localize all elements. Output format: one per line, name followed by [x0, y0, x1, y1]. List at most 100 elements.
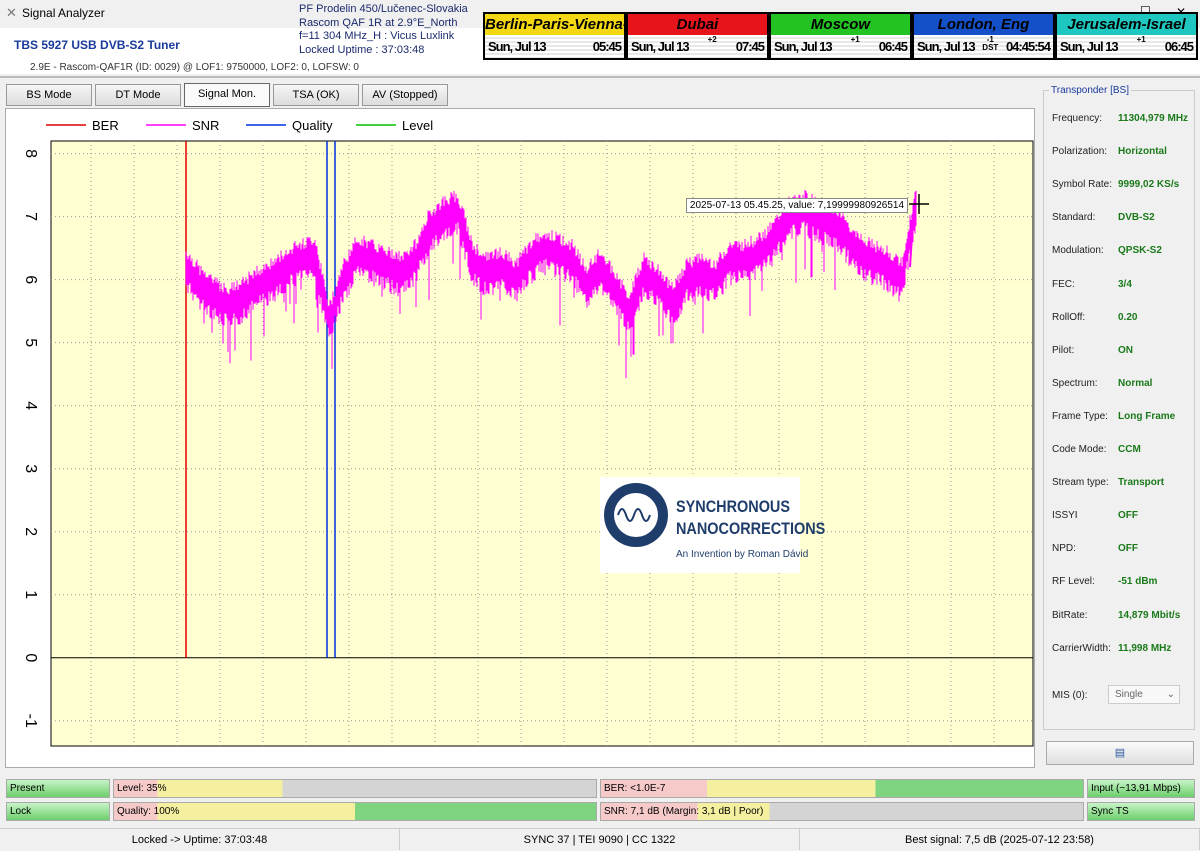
y-tick-label: 7	[22, 212, 39, 221]
row-value: 0.20	[1118, 311, 1138, 323]
clock-date: Sun, Jul 13	[631, 39, 690, 54]
quality-bar: Quality: 100%	[113, 802, 597, 821]
legend-label: BER	[92, 118, 119, 133]
row-label: FEC:	[1052, 278, 1075, 290]
row-value: CCM	[1118, 444, 1141, 455]
lock-indicator: Lock	[6, 802, 110, 821]
clock-time: 06:45	[878, 39, 908, 54]
logo-title: SYNCHRONOUS	[676, 497, 791, 516]
transponder-row: Polarization: Horizontal	[1052, 146, 1167, 158]
logo-seal-icon	[604, 483, 668, 547]
y-tick-label: 4	[22, 401, 39, 410]
y-tick-label: 6	[22, 275, 39, 284]
row-label: Spectrum:	[1052, 377, 1098, 389]
tab-signal-mon-[interactable]: Signal Mon.	[184, 83, 270, 107]
transponder-row: Symbol Rate: 9999,02 KS/s	[1052, 179, 1179, 191]
site-line: Locked Uptime : 37:03:48	[299, 43, 425, 56]
row-value: Long Frame	[1118, 410, 1176, 422]
ber-bar: BER: <1.0E-7	[600, 779, 1084, 798]
logo-subtitle: An Invention by Roman Dávid	[676, 549, 809, 560]
clock-date: Sun, Jul 13	[488, 39, 547, 54]
status-bar: Locked -> Uptime: 37:03:48 SYNC 37 | TEI…	[0, 828, 1200, 850]
status-sync: SYNC 37 | TEI 9090 | CC 1322	[400, 829, 800, 850]
legend-label: Quality	[292, 118, 333, 133]
plot-area	[50, 140, 1034, 747]
clock-time: 04:45:54	[1005, 39, 1051, 54]
panel-button[interactable]: ▤	[1046, 741, 1194, 765]
tab-dt-mode[interactable]: DT Mode	[95, 84, 181, 106]
clock-1: Dubai Sun, Jul 13 +2 07:45	[626, 12, 769, 60]
maximize-button[interactable]: ☐	[1140, 4, 1151, 18]
y-tick-label: 5	[22, 338, 39, 347]
tooltip: 2025-07-13 05.45.25, value: 7,1999998092…	[685, 198, 908, 213]
input-indicator: Input (~13,91 Mbps)	[1087, 779, 1195, 798]
logo: SYNCHRONOUS NANOCORRECTIONS An Invention…	[600, 477, 825, 573]
y-tick-label: 2	[22, 527, 39, 536]
clock-time: 06:45	[1164, 39, 1194, 54]
row-label: Frame Type:	[1052, 410, 1108, 422]
present-indicator: Present	[6, 779, 110, 798]
transponder-row: Frame Type: Long Frame	[1052, 410, 1175, 422]
transponder-row: Modulation: QPSK-S2	[1052, 245, 1162, 257]
y-tick-label: -1	[22, 714, 39, 728]
row-value: 9999,02 KS/s	[1118, 179, 1180, 191]
transponder-panel: Transponder [BS] Frequency: 11304,979 MHz…	[1043, 85, 1195, 770]
row-label: Code Mode:	[1052, 444, 1107, 455]
clock-offset: +2	[707, 35, 717, 44]
row-value: 11,998 MHz	[1118, 642, 1172, 654]
transponder-row: BitRate: 14,879 Mbit/s	[1052, 609, 1180, 621]
clock-offset: +1	[850, 35, 860, 44]
site-line: Rascom QAF 1R at 2.9°E_North	[299, 16, 458, 29]
row-label: ISSYI	[1052, 510, 1078, 522]
tab-tsa-ok-[interactable]: TSA (OK)	[273, 84, 359, 106]
snr-series-end	[909, 203, 915, 268]
mis-select[interactable]: Single ⌄	[1108, 685, 1180, 704]
sync-indicator: Sync TS	[1087, 802, 1195, 821]
row-value: DVB-S2	[1118, 212, 1155, 224]
clock-4: Jerusalem-Israel Sun, Jul 13 +1 06:45	[1055, 12, 1198, 60]
row-value: Transport	[1118, 477, 1165, 489]
transponder-row: Standard: DVB-S2	[1052, 212, 1155, 223]
site-line: PF Prodelin 450/Lučenec-Slovakia	[299, 3, 468, 15]
transponder-row: Frequency: 11304,979 MHz	[1052, 113, 1188, 124]
row-label: RF Level:	[1052, 576, 1095, 588]
row-value: 3/4	[1118, 278, 1132, 290]
clock-city: Jerusalem-Israel	[1057, 14, 1196, 35]
status-uptime: Locked -> Uptime: 37:03:48	[0, 829, 400, 850]
signal-chart: -1 0 1 2 3 4 5 6 7 8 BER SNR Quality Level	[5, 108, 1035, 768]
site-line: f=11 304 MHz_H : Vicus Luxlink	[299, 30, 455, 42]
transponder-row: NPD: OFF	[1052, 543, 1138, 554]
clock-date: Sun, Jul 13	[1060, 39, 1119, 54]
tuner-name: TBS 5927 USB DVB-S2 Tuner	[14, 38, 180, 52]
clock-offset: +1	[1136, 35, 1146, 44]
transponder-row: CarrierWidth: 11,998 MHz	[1052, 643, 1171, 654]
tab-av-stopped-[interactable]: AV (Stopped)	[362, 84, 448, 106]
row-value: ON	[1118, 344, 1133, 356]
row-label: Polarization:	[1052, 146, 1108, 158]
mis-value: Single	[1115, 689, 1143, 700]
sat-info: 2.9E - Rascom-QAF1R (ID: 0029) @ LOF1: 9…	[30, 62, 359, 73]
y-tick-label: 1	[22, 590, 39, 599]
row-label: BitRate:	[1052, 609, 1088, 621]
row-value: OFF	[1118, 543, 1138, 555]
y-tick-label: 8	[22, 149, 39, 158]
clock-0: Berlin-Paris-Vienna-Roma Sun, Jul 13 05:4…	[483, 12, 626, 60]
row-value: Horizontal	[1118, 146, 1167, 158]
app-icon: ✕	[6, 5, 17, 20]
y-tick-label: 0	[22, 653, 39, 662]
row-label: Modulation:	[1052, 245, 1104, 257]
transponder-row: ISSYI OFF	[1052, 510, 1138, 522]
tab-bs-mode[interactable]: BS Mode	[6, 84, 92, 106]
transponder-row: Spectrum: Normal	[1052, 377, 1152, 389]
clock-city: London, Eng	[914, 14, 1053, 35]
row-value: -51 dBm	[1118, 576, 1158, 588]
row-value: OFF	[1118, 510, 1138, 522]
clock-time: 05:45	[592, 39, 622, 54]
site-info: PF Prodelin 450/Lučenec-Slovakia Rascom …	[299, 3, 468, 57]
row-label: Frequency:	[1052, 113, 1103, 124]
clock-time: 07:45	[735, 39, 765, 54]
row-label: Symbol Rate:	[1052, 179, 1113, 191]
transponder-row: FEC: 3/4	[1052, 278, 1132, 290]
legend-label: Level	[402, 118, 433, 133]
row-label: RollOff:	[1052, 311, 1086, 323]
